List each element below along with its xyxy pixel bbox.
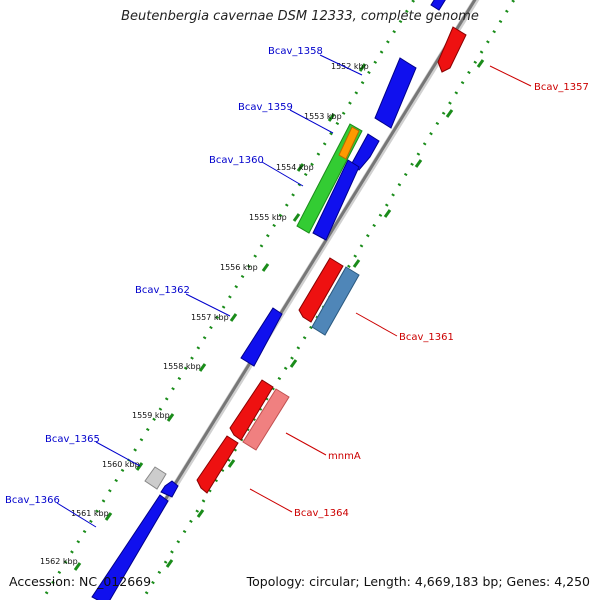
- gene-labels-forward: Bcav_1358 Bcav_1359 Bcav_1360 Bcav_1362 …: [5, 46, 323, 506]
- reverse-genes: [196, 26, 467, 494]
- forward-genes: [91, 0, 449, 600]
- tick-label: 1560 kbp: [102, 460, 140, 469]
- tick-label: 1558 kbp: [163, 362, 201, 371]
- gene-label[interactable]: Bcav_1359: [238, 102, 293, 113]
- gene-label[interactable]: Bcav_1357: [534, 82, 589, 93]
- gene-arrow-reverse[interactable]: [311, 266, 360, 336]
- tick-label: 1561 kbp: [71, 509, 109, 518]
- gene-label[interactable]: Bcav_1364: [294, 508, 349, 519]
- gene-label[interactable]: Bcav_1366: [5, 495, 60, 506]
- gene-label[interactable]: Bcav_1365: [45, 434, 100, 445]
- tick-label: 1562 kbp: [40, 557, 78, 566]
- tick-label: 1552 kbp: [331, 62, 369, 71]
- tick-label: 1557 kbp: [191, 313, 229, 322]
- gene-arrow-forward[interactable]: [374, 57, 417, 129]
- gene-arrow-forward[interactable]: [91, 494, 169, 600]
- tick-label: 1559 kbp: [132, 411, 170, 420]
- trna-gene[interactable]: [338, 126, 360, 160]
- label-connectors-forward: [56, 54, 363, 528]
- gene-label[interactable]: mnmA: [328, 451, 361, 462]
- gene-arrow-forward[interactable]: [430, 0, 449, 11]
- dotted-track-outer-left: [40, 0, 416, 600]
- gene-label[interactable]: Bcav_1358: [268, 46, 323, 57]
- tick-label: 1556 kbp: [220, 263, 258, 272]
- dotted-track-outer-right: [140, 0, 516, 600]
- gene-labels-reverse: Bcav_1357 Bcav_1361 mnmA Bcav_1364: [294, 82, 589, 519]
- gene-arrow-reverse[interactable]: [229, 379, 274, 441]
- tick-label: 1555 kbp: [249, 213, 287, 222]
- gene-arrow-forward[interactable]: [312, 159, 360, 241]
- scale-ticks: 1552 kbp 1553 kbp 1554 kbp 1555 kbp 1556…: [40, 62, 369, 571]
- gene-label[interactable]: Bcav_1360: [209, 155, 264, 166]
- map-title: Beutenbergia cavernae DSM 12333, complet…: [121, 9, 479, 24]
- gene-arrow-reverse[interactable]: [242, 388, 290, 451]
- label-connectors-reverse: [249, 65, 532, 513]
- gene-arrow-forward[interactable]: [350, 133, 380, 171]
- rna-genes: [296, 123, 363, 234]
- accession-label: Accession: NC_012669: [9, 574, 152, 589]
- tick-label: 1553 kbp: [304, 112, 342, 121]
- gene-arrow-reverse[interactable]: [298, 257, 344, 323]
- genome-summary: Topology: circular; Length: 4,669,183 bp…: [246, 574, 590, 589]
- gene-arrow-hypothetical[interactable]: [144, 466, 167, 490]
- gene-arrow-reverse[interactable]: [196, 435, 239, 494]
- gene-arrow-forward[interactable]: [160, 480, 179, 498]
- gene-arrow-forward[interactable]: [240, 307, 283, 367]
- gene-label[interactable]: Bcav_1362: [135, 285, 190, 296]
- gene-arrow-reverse[interactable]: [437, 26, 467, 73]
- tick-label: 1554 kbp: [276, 163, 314, 172]
- gene-label[interactable]: Bcav_1361: [399, 332, 454, 343]
